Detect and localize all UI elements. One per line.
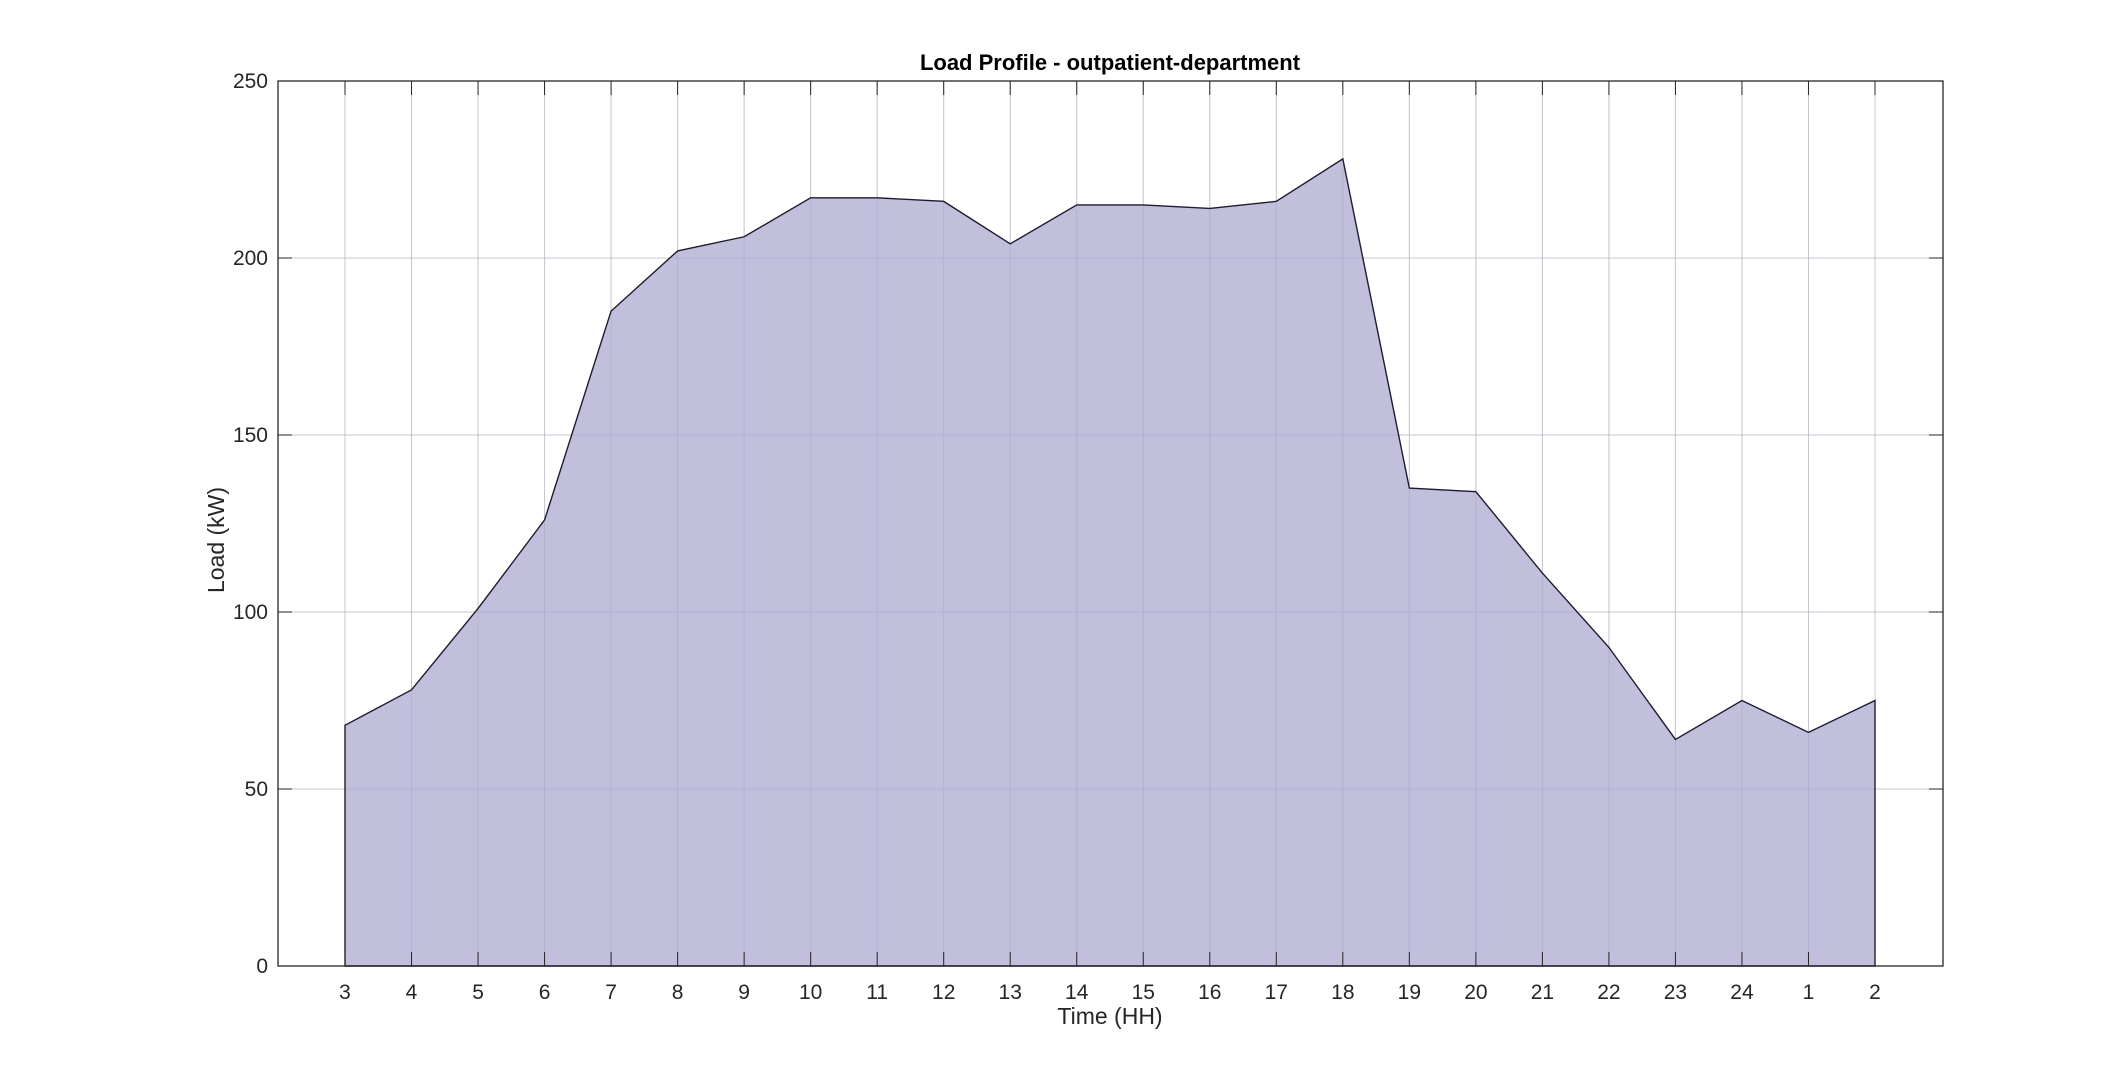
y-tick-label: 100	[233, 601, 268, 624]
y-tick-label: 50	[245, 778, 268, 801]
y-tick-label: 0	[256, 955, 268, 978]
x-tick-label: 12	[932, 981, 955, 1004]
x-tick-label: 3	[339, 981, 351, 1004]
y-axis-label: Load (kW)	[203, 487, 229, 593]
x-axis-label: Time (HH)	[1057, 1003, 1162, 1029]
area-fill	[345, 159, 1875, 966]
y-tick-label: 150	[233, 424, 268, 447]
x-tick-label: 23	[1664, 981, 1687, 1004]
x-tick-label: 14	[1065, 981, 1089, 1004]
x-tick-label: 22	[1597, 981, 1620, 1004]
x-tick-label: 20	[1464, 981, 1487, 1004]
x-tick-label: 7	[605, 981, 617, 1004]
x-tick-label: 8	[672, 981, 684, 1004]
x-tick-label: 2	[1869, 981, 1881, 1004]
x-tick-label: 15	[1132, 981, 1155, 1004]
x-tick-label: 21	[1531, 981, 1554, 1004]
x-tick-label: 24	[1730, 981, 1754, 1004]
y-tick-label: 250	[233, 70, 268, 93]
x-tick-label: 13	[999, 981, 1022, 1004]
x-tick-label: 18	[1331, 981, 1354, 1004]
x-tick-label: 4	[406, 981, 418, 1004]
chart-title: Load Profile - outpatient-department	[920, 50, 1301, 75]
x-tick-label: 17	[1265, 981, 1288, 1004]
y-tick-labels: 0 50 100 150 200 250	[233, 70, 268, 978]
x-tick-label: 10	[799, 981, 822, 1004]
x-tick-label: 16	[1198, 981, 1221, 1004]
x-tick-label: 9	[738, 981, 750, 1004]
x-tick-label: 11	[866, 981, 888, 1004]
y-tick-label: 200	[233, 247, 268, 270]
x-tick-label: 6	[539, 981, 551, 1004]
x-tick-label: 5	[472, 981, 484, 1004]
x-tick-label: 1	[1803, 981, 1815, 1004]
x-tick-label: 19	[1398, 981, 1421, 1004]
area-series	[278, 81, 1943, 966]
